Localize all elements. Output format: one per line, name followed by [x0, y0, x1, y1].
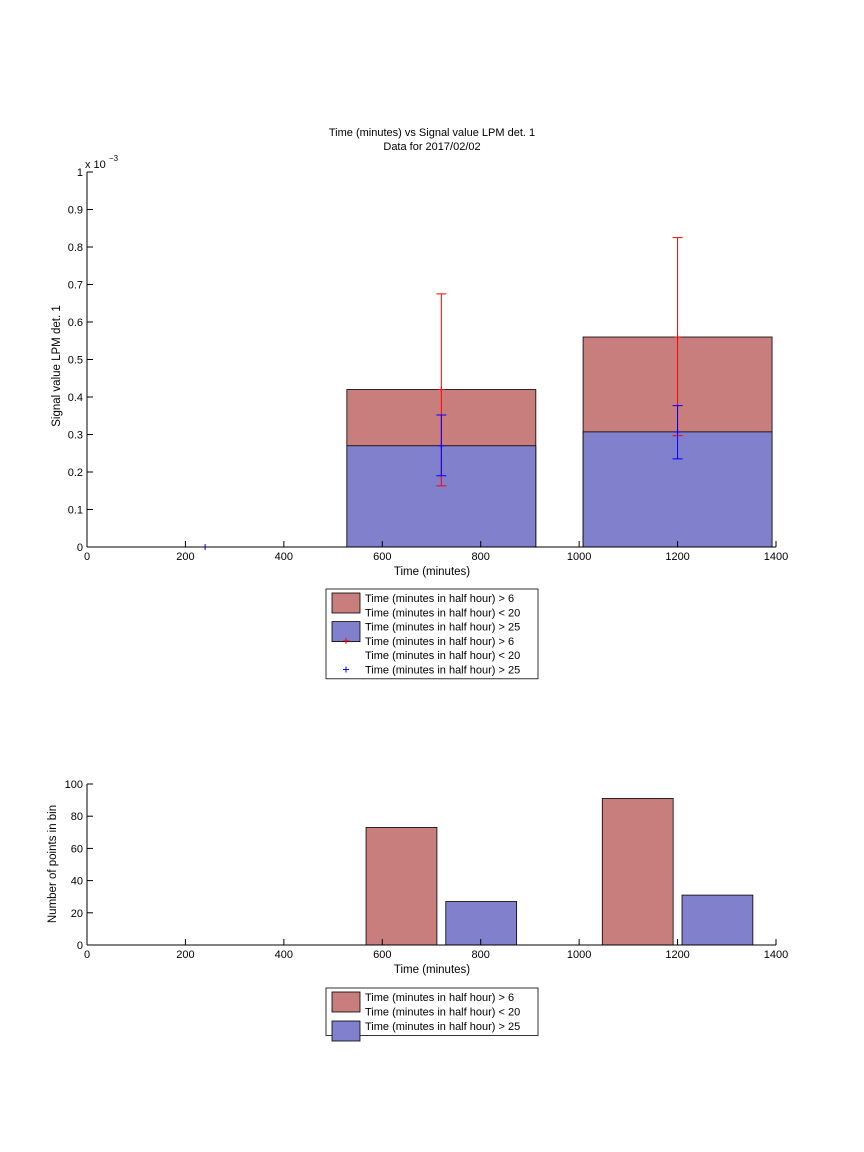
y-tick-label: 0.3: [68, 430, 83, 442]
y-exponent-label: x 10 −3: [85, 154, 119, 171]
axes: 0 200 400 600 800 1000 1200 1400 0 20 40 60 80 100: [65, 779, 789, 961]
x-tick-label: 1400: [764, 551, 788, 563]
y-tick-label: 80: [71, 811, 83, 823]
x-tick-label: 1400: [764, 949, 788, 961]
axes: 0 200 400 600 800 1000 1200 1400 0 0.1 0.2 0.3 0.4 0.…: [68, 167, 789, 563]
legend-label: Time (minutes in half hour) < 20: [365, 1007, 520, 1019]
legend: Time (minutes in half hour) > 6 Time (min…: [325, 588, 539, 680]
y-axis-label: Number of points in bin: [47, 805, 59, 923]
y-tick-label: 0.8: [68, 242, 83, 254]
count-chart: 0 200 400 600 800 1000 1200 1400 0 20 40 60 80 100 Ti…: [47, 779, 789, 1042]
y-axis-label: Signal value LPM det. 1: [51, 305, 63, 426]
x-tick-label: 200: [176, 551, 194, 563]
y-tick-label: 0.9: [68, 205, 83, 217]
legend-box: [325, 588, 539, 680]
y-tick-label: 0.7: [68, 280, 83, 292]
x-tick-label: 0: [84, 949, 90, 961]
bar-group: [346, 336, 773, 548]
y-exponent-power: −3: [109, 154, 119, 163]
legend: Time (minutes in half hour) > 6 Time (min…: [325, 987, 539, 1042]
blue-bar: [681, 894, 754, 946]
x-tick-label: 800: [472, 949, 490, 961]
x-tick-label: 1200: [665, 551, 689, 563]
legend-label: Time (minutes in half hour) > 6: [365, 992, 514, 1004]
x-axis-label: Time (minutes): [394, 964, 470, 976]
y-tick-label: 0.6: [68, 317, 83, 329]
y-exponent-base: x 10: [85, 159, 106, 171]
x-tick-label: 0: [84, 551, 90, 563]
y-tick-label: 20: [71, 908, 83, 920]
legend-swatch: [331, 991, 361, 1013]
legend-label: Time (minutes in half hour) > 25: [365, 1021, 520, 1033]
x-tick-label: 1200: [665, 949, 689, 961]
x-axis-label: Time (minutes): [394, 566, 470, 578]
legend-swatch: [331, 592, 361, 614]
y-tick-label: 0.1: [68, 505, 83, 517]
y-tick-label: 0: [77, 542, 83, 554]
y-tick-label: 0.5: [68, 355, 83, 367]
y-tick-label: 0.2: [68, 467, 83, 479]
x-tick-label: 400: [275, 949, 293, 961]
y-tick-label: 40: [71, 876, 83, 888]
x-tick-label: 400: [275, 551, 293, 563]
legend-label: Time (minutes in half hour) < 20: [365, 607, 520, 619]
legend-label: Time (minutes in half hour) > 6: [365, 636, 514, 648]
x-tick-label: 200: [176, 949, 194, 961]
chart-subtitle: Data for 2017/02/02: [383, 141, 480, 153]
y-tick-label: 0.4: [68, 392, 83, 404]
legend-label: Time (minutes in half hour) < 20: [365, 650, 520, 662]
x-tick-label: 600: [373, 551, 391, 563]
chart-title: Time (minutes) vs Signal value LPM det. …: [329, 127, 535, 139]
blue-bar: [445, 901, 518, 946]
legend-swatch: [331, 1020, 361, 1042]
signal-chart: Time (minutes) vs Signal value LPM det. …: [51, 127, 789, 680]
legend-label: Time (minutes in half hour) > 25: [365, 665, 520, 677]
legend-label: Time (minutes in half hour) > 6: [365, 593, 514, 605]
y-tick-label: 1: [77, 167, 83, 179]
bar-group: [365, 798, 754, 946]
y-tick-label: 0: [77, 940, 83, 952]
legend-label: Time (minutes in half hour) > 25: [365, 622, 520, 634]
legend-box: [325, 987, 539, 1036]
y-tick-label: 100: [65, 779, 83, 791]
x-tick-label: 600: [373, 949, 391, 961]
y-tick-label: 60: [71, 843, 83, 855]
red-bar: [601, 798, 674, 946]
x-tick-label: 800: [472, 551, 490, 563]
x-tick-label: 1000: [567, 551, 591, 563]
x-tick-label: 1000: [567, 949, 591, 961]
red-bar: [365, 827, 438, 946]
